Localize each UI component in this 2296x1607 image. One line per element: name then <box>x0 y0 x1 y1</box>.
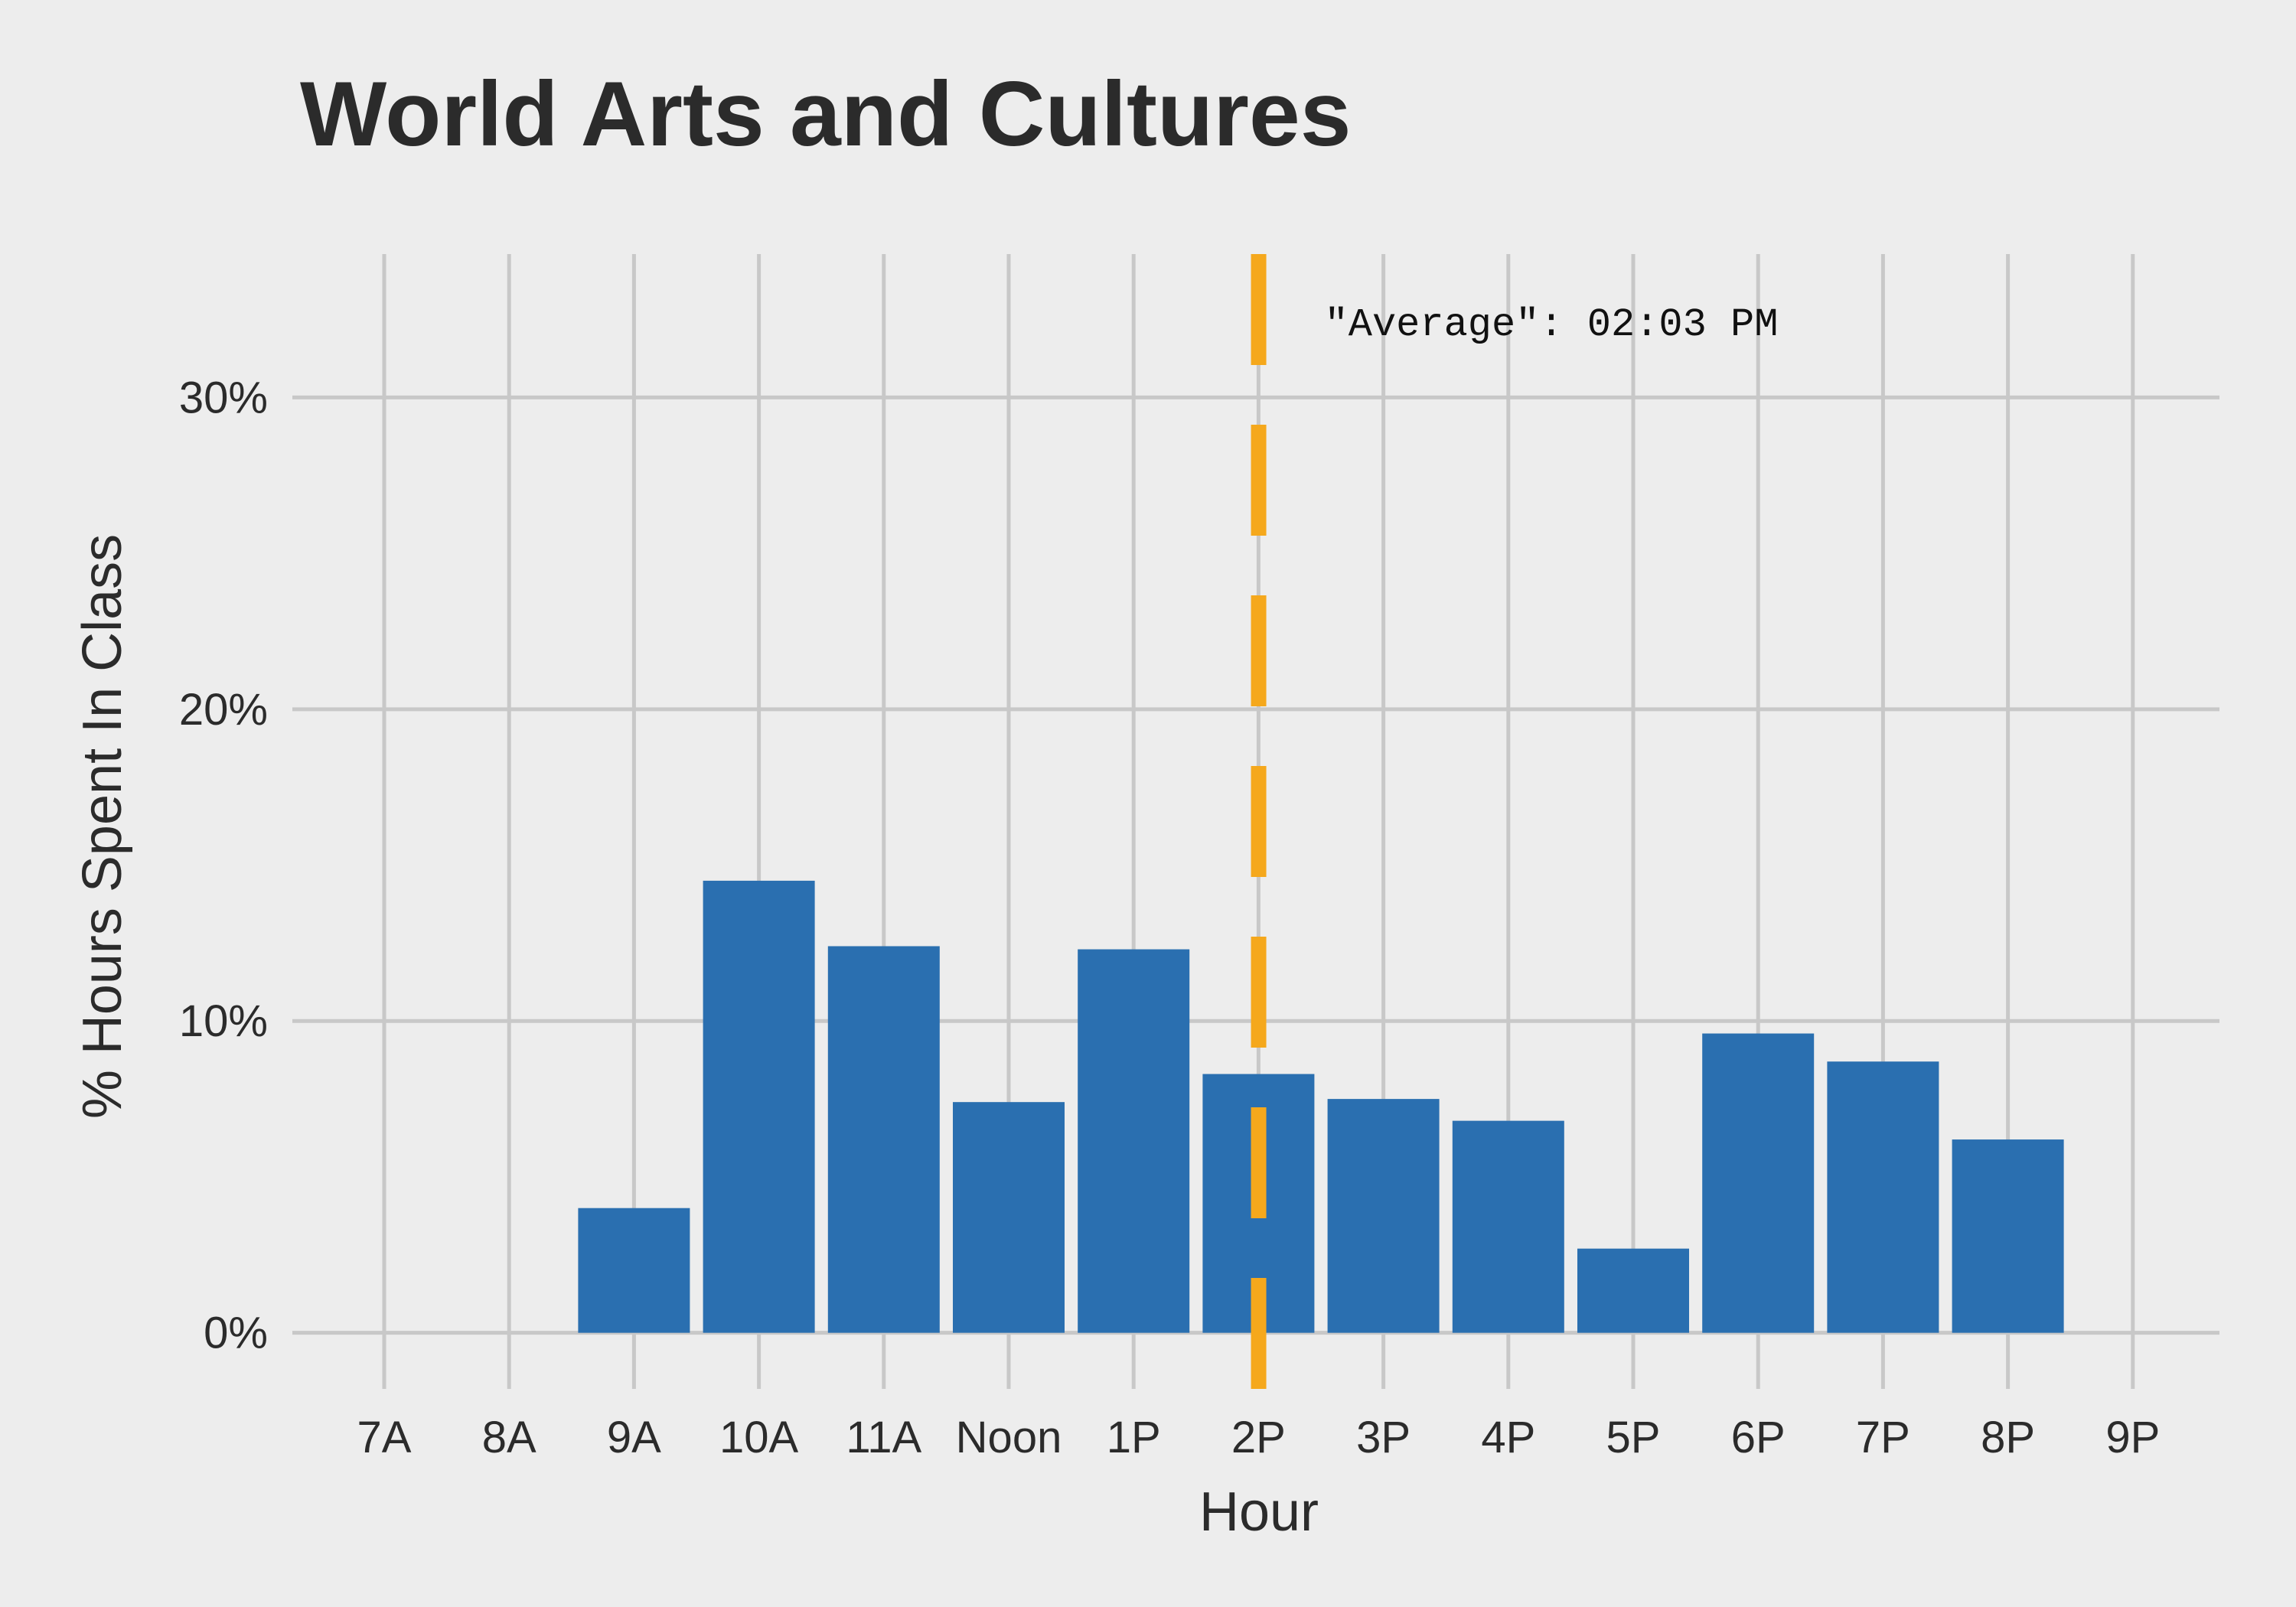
average-annotation: "Average": 02:03 PM <box>1325 302 1779 347</box>
x-tick-label: 7P <box>1856 1413 1910 1462</box>
average-line-layer: "Average": 02:03 PM <box>1251 254 1779 1389</box>
y-axis-title: % Hours Spent In Class <box>72 534 133 1119</box>
x-tick-label: 7A <box>357 1413 412 1462</box>
bar <box>1577 1248 1689 1333</box>
x-tick-label: 1P <box>1107 1413 1161 1462</box>
bar <box>1952 1139 2064 1333</box>
x-tick-label: Noon <box>956 1413 1062 1462</box>
bar <box>953 1102 1065 1333</box>
bar <box>1702 1033 1815 1333</box>
x-tick-label: 3P <box>1356 1413 1411 1462</box>
y-tick-label: 20% <box>179 685 268 735</box>
y-tick-labels: 0% 10% 20% 30% <box>179 373 268 1358</box>
x-tick-label: 11A <box>846 1413 921 1462</box>
bar <box>1827 1061 1939 1333</box>
y-tick-label: 0% <box>204 1309 268 1358</box>
x-tick-label: 2P <box>1231 1413 1286 1462</box>
x-tick-label: 9P <box>2105 1413 2160 1462</box>
x-tick-label: 10A <box>719 1413 799 1462</box>
x-tick-label: 5P <box>1606 1413 1661 1462</box>
x-tick-labels: 7A 8A 9A 10A 11A Noon 1P 2P 3P 4P 5P 6P 7P 8P 9P <box>357 1413 2161 1462</box>
bar <box>703 880 815 1333</box>
x-tick-label: 8P <box>1981 1413 2035 1462</box>
y-tick-label: 10% <box>179 996 268 1046</box>
bar <box>578 1208 690 1333</box>
y-tick-label: 30% <box>179 373 268 422</box>
x-tick-label: 6P <box>1731 1413 1786 1462</box>
bar <box>1327 1099 1440 1333</box>
x-tick-label: 8A <box>482 1413 536 1462</box>
bar <box>1078 949 1190 1333</box>
x-tick-label: 9A <box>607 1413 661 1462</box>
bars-layer <box>578 880 2064 1333</box>
x-tick-label: 4P <box>1481 1413 1535 1462</box>
x-axis-title: Hour <box>1199 1482 1319 1543</box>
chart-title: World Arts and Cultures <box>300 63 1351 165</box>
bar <box>1452 1120 1564 1333</box>
bar <box>827 946 940 1333</box>
